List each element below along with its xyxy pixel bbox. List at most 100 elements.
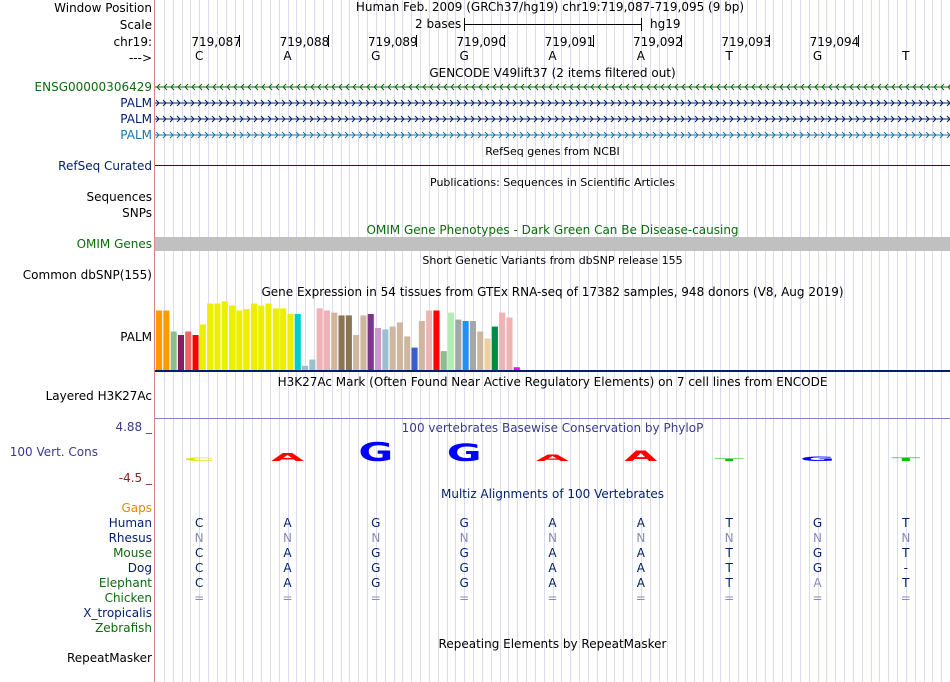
multiz-species-label[interactable]: Human	[108, 516, 152, 530]
gtex-tissue-bar[interactable]	[462, 321, 469, 370]
refseq-label[interactable]: RefSeq Curated	[58, 159, 152, 173]
gtex-tissue-bar[interactable]	[345, 315, 352, 370]
multiz-base: G	[459, 546, 469, 560]
gtex-tissue-bar[interactable]	[280, 308, 287, 370]
multiz-species-label[interactable]: Mouse	[113, 546, 152, 560]
gtex-tissue-bar[interactable]	[323, 310, 330, 371]
gaps-label: Gaps	[121, 501, 152, 515]
gtex-tissue-bar[interactable]	[170, 331, 177, 371]
gtex-tissue-bar[interactable]	[469, 321, 476, 370]
multiz-species-label[interactable]: Zebrafish	[95, 621, 152, 635]
gtex-tissue-bar[interactable]	[396, 322, 403, 370]
gtex-tissue-bar[interactable]	[316, 308, 323, 370]
gtex-tissue-bar[interactable]	[433, 310, 440, 371]
guide-line	[543, 0, 545, 682]
gtex-tissue-bar[interactable]	[302, 365, 309, 370]
gtex-tissue-bar[interactable]	[236, 310, 243, 371]
multiz-species-label[interactable]: Rhesus	[108, 531, 152, 545]
gtex-tissue-bar[interactable]	[382, 329, 389, 370]
gtex-label[interactable]: PALM	[120, 330, 152, 344]
gtex-tissue-bar[interactable]	[214, 303, 221, 371]
gencode-item-line[interactable]	[155, 114, 950, 124]
gtex-tissue-bar[interactable]	[426, 310, 433, 371]
gtex-tissue-bar[interactable]	[367, 314, 374, 370]
gtex-track-title: Gene Expression in 54 tissues from GTEx …	[261, 285, 844, 299]
gtex-tissue-bar[interactable]	[258, 305, 265, 370]
h3k27ac-label[interactable]: Layered H3K27Ac	[45, 389, 152, 403]
phylop-base-glyph: T	[715, 458, 745, 462]
gtex-tissue-bar[interactable]	[499, 312, 506, 370]
gtex-tissue-bar[interactable]	[404, 336, 411, 370]
dbsnp-label[interactable]: Common dbSNP(155)	[22, 268, 152, 282]
gtex-tissue-bar[interactable]	[389, 326, 396, 370]
refseq-line[interactable]	[155, 165, 950, 166]
guide-line	[649, 0, 651, 682]
guide-line	[490, 0, 492, 682]
multiz-species-label[interactable]: Elephant	[98, 576, 152, 590]
gtex-tissue-bar[interactable]	[440, 351, 447, 370]
guide-line	[755, 0, 757, 682]
guide-line	[879, 0, 881, 682]
coord-label: 719,092	[633, 35, 683, 49]
gtex-tissue-bar[interactable]	[309, 359, 316, 371]
gtex-tissue-bar[interactable]	[207, 303, 214, 371]
scale-label: Scale	[119, 18, 152, 32]
gtex-tissue-bar[interactable]	[294, 314, 301, 370]
gtex-tissue-bar[interactable]	[338, 315, 345, 370]
multiz-base: =	[282, 591, 293, 605]
gencode-item-line[interactable]	[155, 98, 950, 108]
scale-bar	[465, 24, 641, 25]
repeatmasker-label[interactable]: RepeatMasker	[66, 651, 152, 665]
sequences-label[interactable]: Sequences	[86, 190, 152, 204]
multiz-species-label[interactable]: X_tropicalis	[83, 606, 152, 620]
gtex-tissue-bar[interactable]	[185, 331, 192, 371]
multiz-base: T	[725, 576, 733, 590]
gtex-tissue-bar[interactable]	[243, 309, 250, 370]
base-letter: A	[548, 49, 557, 63]
omim-label[interactable]: OMIM Genes	[76, 237, 152, 251]
gencode-item-label[interactable]: ENSG00000306429	[34, 80, 152, 94]
gtex-tissue-bar[interactable]	[177, 335, 184, 370]
guide-line	[738, 0, 739, 682]
snps-label[interactable]: SNPs	[122, 206, 152, 220]
gtex-tissue-bar[interactable]	[331, 312, 338, 370]
gtex-tissue-bar[interactable]	[272, 308, 279, 370]
gtex-tissue-bar[interactable]	[477, 331, 484, 371]
multiz-species-label[interactable]: Chicken	[104, 591, 152, 605]
gtex-tissue-bar[interactable]	[221, 301, 228, 370]
gtex-tissue-bar[interactable]	[163, 310, 170, 371]
gtex-tissue-bar[interactable]	[353, 335, 360, 370]
omim-bar[interactable]	[155, 237, 950, 251]
gtex-tissue-bar[interactable]	[506, 317, 513, 371]
gtex-bar-chart[interactable]	[155, 299, 950, 373]
gtex-tissue-bar[interactable]	[491, 326, 498, 370]
gtex-tissue-bar[interactable]	[229, 305, 236, 370]
gtex-tissue-bar[interactable]	[375, 328, 382, 370]
phylop-label[interactable]: 100 Vert. Cons	[9, 445, 98, 459]
gencode-item-label[interactable]: PALM	[120, 96, 152, 110]
gtex-tissue-bar[interactable]	[250, 303, 257, 371]
gtex-tissue-bar[interactable]	[448, 312, 455, 370]
gtex-tissue-bar[interactable]	[287, 314, 294, 370]
multiz-species-label[interactable]: Dog	[127, 561, 152, 575]
multiz-base: G	[371, 561, 381, 575]
gtex-tissue-bar[interactable]	[411, 347, 418, 370]
base-letter: C	[194, 49, 204, 63]
gencode-item-label[interactable]: PALM	[120, 112, 152, 126]
gtex-tissue-bar[interactable]	[484, 338, 491, 371]
gencode-item-line[interactable]	[155, 82, 950, 92]
gencode-item-line[interactable]	[155, 130, 950, 140]
gtex-tissue-bar[interactable]	[156, 310, 163, 371]
gtex-tissue-bar[interactable]	[513, 367, 520, 370]
multiz-base: G	[812, 561, 823, 575]
gtex-tissue-bar[interactable]	[360, 315, 367, 370]
gtex-tissue-bar[interactable]	[455, 319, 462, 370]
gencode-item-label[interactable]: PALM	[120, 128, 152, 142]
multiz-base: T	[902, 576, 910, 590]
gtex-tissue-bar[interactable]	[199, 324, 206, 371]
gtex-tissue-bar[interactable]	[265, 303, 272, 371]
gtex-tissue-bar[interactable]	[418, 321, 425, 370]
gtex-tissue-bar[interactable]	[192, 335, 199, 370]
